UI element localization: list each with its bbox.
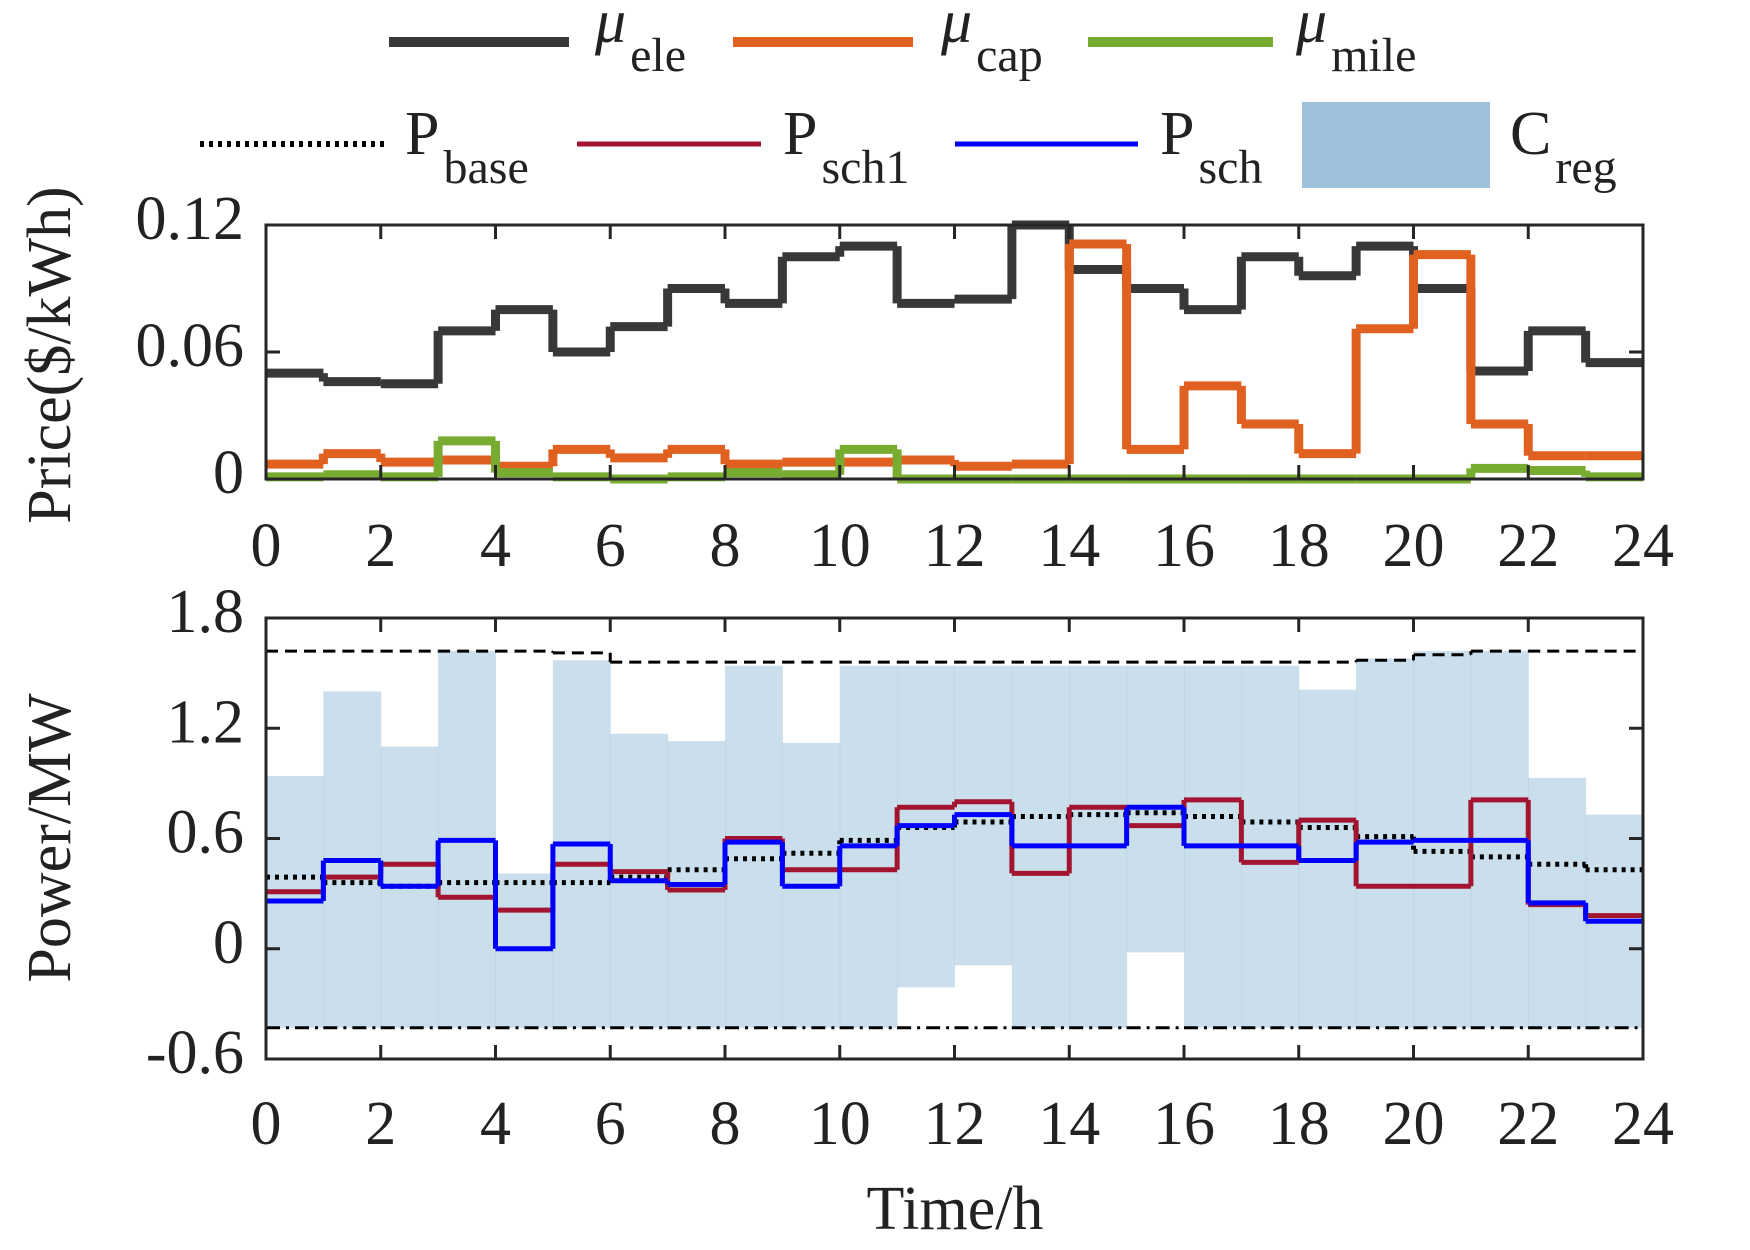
x-tick-label: 20 xyxy=(1383,512,1445,580)
x-tick-label: 2 xyxy=(365,512,396,580)
legend-label: μcap xyxy=(940,0,1043,82)
legend-label-subscript: reg xyxy=(1555,141,1616,194)
x-tick-label: 14 xyxy=(1038,512,1100,580)
x-tick-label: 20 xyxy=(1383,1090,1445,1158)
x-tick-label: 18 xyxy=(1268,512,1330,580)
legend-label: Psch xyxy=(1160,100,1262,194)
legend-label-main: P xyxy=(1160,100,1194,168)
x-tick-label: 0 xyxy=(251,512,282,580)
y-tick-label: 0 xyxy=(213,909,244,977)
legend-label-main: C xyxy=(1510,100,1551,168)
x-tick-label: 4 xyxy=(480,512,511,580)
legend-label-subscript: base xyxy=(443,141,528,194)
x-tick-label: 24 xyxy=(1612,512,1674,580)
y-tick-label: -0.6 xyxy=(146,1019,244,1087)
legend-label-main: μ xyxy=(940,0,972,56)
legend-label: Creg xyxy=(1510,100,1617,194)
x-tick-label: 18 xyxy=(1268,1090,1330,1158)
x-tick-label: 10 xyxy=(809,1090,871,1158)
x-tick-label: 12 xyxy=(924,1090,986,1158)
x-tick-label: 22 xyxy=(1497,1090,1559,1158)
legend-label-main: P xyxy=(783,100,817,168)
x-axis-label: Time/h xyxy=(867,1175,1044,1243)
y-axis-label: Power/MW xyxy=(16,693,84,983)
legend-label-main: μ xyxy=(594,0,626,56)
x-tick-label: 6 xyxy=(595,512,626,580)
legend-label-subscript: cap xyxy=(976,29,1043,82)
legend-label-subscript: mile xyxy=(1331,29,1416,82)
legend-label: μmile xyxy=(1295,0,1416,82)
x-tick-label: 4 xyxy=(480,1090,511,1158)
x-tick-label: 0 xyxy=(251,1090,282,1158)
x-tick-label: 16 xyxy=(1153,512,1215,580)
x-tick-label: 12 xyxy=(924,512,986,580)
x-tick-label: 10 xyxy=(809,512,871,580)
x-tick-label: 22 xyxy=(1497,512,1559,580)
legend-label-subscript: sch xyxy=(1198,141,1262,194)
y-tick-label: 1.8 xyxy=(167,578,245,646)
legend-label: μele xyxy=(594,0,686,82)
area-segment xyxy=(725,665,783,1028)
y-tick-label: 1.2 xyxy=(167,688,245,756)
x-tick-label: 8 xyxy=(710,1090,741,1158)
y-tick-label: 0 xyxy=(213,439,244,507)
legend-label-subscript: sch1 xyxy=(821,141,909,194)
legend-label-main: μ xyxy=(1295,0,1327,56)
y-tick-label: 0.6 xyxy=(167,799,245,867)
legend-label-subscript: ele xyxy=(630,29,686,82)
x-tick-label: 14 xyxy=(1038,1090,1100,1158)
legend-label-main: P xyxy=(405,100,439,168)
legend-label: Pbase xyxy=(405,100,529,194)
x-tick-label: 24 xyxy=(1612,1090,1674,1158)
x-tick-label: 16 xyxy=(1153,1090,1215,1158)
y-tick-label: 0.12 xyxy=(136,185,245,253)
x-tick-label: 8 xyxy=(710,512,741,580)
y-tick-label: 0.06 xyxy=(136,312,245,380)
y-axis-label: Price($/kWh) xyxy=(16,186,84,523)
legend-label: Psch1 xyxy=(783,100,909,194)
x-tick-label: 2 xyxy=(365,1090,396,1158)
legend-swatch xyxy=(1302,102,1490,188)
x-tick-label: 6 xyxy=(595,1090,626,1158)
